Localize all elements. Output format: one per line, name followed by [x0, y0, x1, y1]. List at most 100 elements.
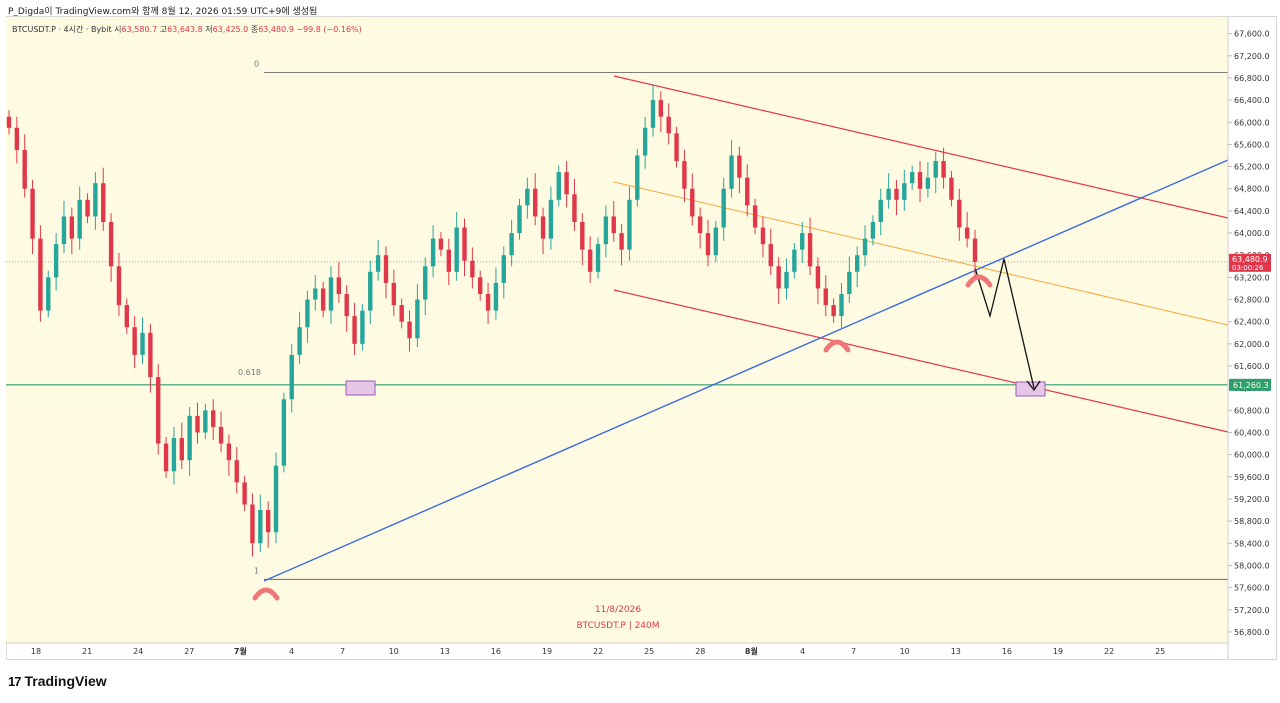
candle-body [14, 127, 20, 150]
candle-body [501, 255, 506, 283]
low-value: 63,425.0 [212, 25, 249, 34]
candle-body [273, 465, 279, 533]
x-tick-label: 27 [184, 647, 194, 656]
tradingview-brand-name: TradingView [24, 673, 107, 689]
candle-body [470, 260, 475, 278]
x-tick-label: 10 [389, 647, 399, 656]
watermark-date: 11/8/2026 [595, 605, 641, 615]
candle-body [933, 161, 938, 178]
y-tick-label: 57,600.0 [1234, 584, 1270, 593]
candle-body [674, 133, 679, 162]
x-tick-label: 7월 [234, 646, 247, 656]
candle-body [399, 305, 404, 322]
x-tick-label: 10 [900, 647, 910, 656]
x-tick-label: 25 [644, 647, 654, 656]
y-tick-label: 60,400.0 [1234, 428, 1270, 437]
candle-body [894, 188, 899, 200]
candle-body [53, 244, 59, 278]
candle-body [148, 332, 153, 378]
candle-body [776, 266, 781, 289]
close-value: 63,480.9 [258, 25, 294, 34]
candle-body [721, 188, 726, 228]
candle-body [745, 177, 750, 206]
candle-body [250, 504, 255, 544]
open-label: 시 [114, 25, 122, 34]
candle-body [132, 327, 137, 355]
candle-body [603, 216, 609, 245]
x-tick-label: 16 [1002, 647, 1012, 656]
y-tick-label: 64,800.0 [1234, 185, 1270, 194]
y-tick-label: 65,200.0 [1234, 163, 1270, 172]
candle-body [847, 271, 852, 294]
candle-body [587, 249, 593, 272]
y-tick-label: 67,600.0 [1234, 30, 1270, 39]
candle-body [454, 227, 459, 272]
candle-body [556, 172, 561, 200]
x-tick-label: 24 [133, 647, 143, 656]
candle-body [281, 399, 287, 466]
candle-body [22, 149, 27, 189]
candle-body [171, 438, 177, 472]
y-tick-label: 57,200.0 [1234, 606, 1270, 615]
candle-body [627, 199, 632, 250]
candle-body [423, 266, 428, 300]
candle-body [140, 332, 145, 355]
high-value: 63,643.8 [167, 25, 203, 34]
candle-body [38, 238, 43, 311]
touch-marker [252, 587, 280, 601]
plot-background[interactable] [6, 17, 1228, 643]
candle-body [792, 249, 797, 272]
projection-arrowhead [1026, 380, 1041, 392]
candle-body [941, 161, 946, 178]
candle-body [163, 443, 169, 472]
tradingview-logo[interactable]: 17 TradingView [8, 673, 107, 689]
candle-body [909, 172, 915, 184]
candle-body [517, 205, 522, 234]
candle-body [854, 255, 860, 272]
x-tick-label: 18 [31, 647, 41, 656]
candle-body [666, 116, 671, 134]
candle-body [831, 305, 836, 317]
touch-marker [965, 274, 993, 288]
candle-body [800, 233, 805, 250]
candle-body [713, 227, 719, 256]
y-tick-label: 58,000.0 [1234, 561, 1270, 570]
candle-body [305, 299, 310, 328]
support-price-value: 61,260.3 [1233, 381, 1269, 390]
candle-body [336, 277, 342, 294]
candle-body [30, 188, 35, 239]
candle-body [218, 426, 224, 444]
candle-body [650, 100, 656, 128]
candle-body [572, 194, 577, 222]
candle-body [917, 172, 923, 189]
candle-body [532, 188, 538, 217]
tradingview-logo-icon: 17 [8, 673, 22, 689]
candle-body [438, 238, 444, 250]
candle-body [77, 199, 82, 239]
candle-body [509, 233, 514, 256]
x-tick-label: 8월 [745, 646, 758, 656]
candle-body [368, 271, 373, 311]
x-tick-label: 13 [440, 647, 450, 656]
candle-body [258, 510, 263, 544]
candle-body [768, 244, 774, 267]
symbol-info: BTCUSDT.P · 4시간 · Bybit 시63,580.7 고63,64… [12, 24, 362, 35]
current-price-value: 63,480.9 [1232, 255, 1268, 264]
candle-body [328, 277, 334, 311]
candle-body [108, 221, 114, 267]
x-tick-label: 4 [800, 647, 805, 656]
candle-body [705, 233, 711, 256]
candle-body [61, 216, 67, 245]
candle-body [886, 188, 891, 200]
candle-body [949, 177, 954, 200]
watermark-symbol: BTCUSDT.P | 240M [576, 621, 659, 631]
y-tick-label: 63,200.0 [1234, 273, 1270, 282]
candle-body [611, 216, 616, 234]
low-label: 저 [205, 25, 213, 34]
channel-midline [613, 181, 1229, 326]
y-tick-label: 66,000.0 [1234, 118, 1270, 127]
candle-body [415, 299, 420, 339]
candle-body [93, 183, 98, 217]
y-tick-label: 66,800.0 [1234, 74, 1270, 83]
